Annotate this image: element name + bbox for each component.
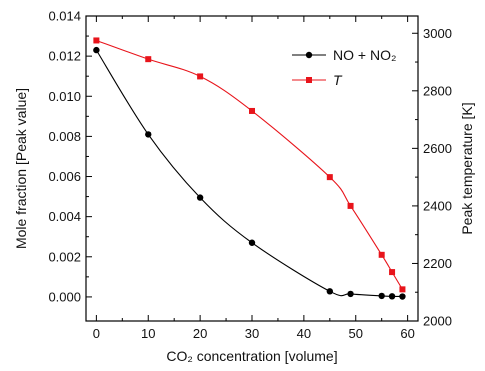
data-point-no-no2	[248, 239, 256, 246]
x-tick-label: 10	[141, 326, 155, 341]
y-left-tick-label: 0.010	[48, 89, 81, 104]
data-point-no-no2	[347, 290, 354, 298]
y-left-tick-label: 0.004	[48, 209, 81, 224]
data-point-no-no2	[196, 194, 204, 201]
data-point-no-no2	[399, 293, 406, 300]
legend-label: NO + NO₂	[333, 47, 396, 63]
data-point-t	[389, 269, 396, 276]
y-left-tick-label: 0.012	[48, 49, 81, 64]
data-point-no-no2	[326, 288, 334, 295]
data-point-no-no2	[93, 46, 100, 54]
y-right-tick-label: 3000	[423, 26, 452, 41]
data-point-t	[347, 202, 354, 209]
data-point-t	[145, 56, 152, 63]
data-point-t	[249, 107, 255, 114]
data-point-no-no2	[388, 293, 396, 300]
legend-marker-square	[306, 77, 312, 83]
y-left-tick-label: 0.002	[48, 249, 81, 264]
legend-label: T	[333, 72, 343, 88]
data-point-t	[378, 251, 385, 258]
legend-marker-circle	[305, 51, 313, 59]
y-right-tick-label: 2000	[423, 314, 452, 329]
data-point-t	[93, 37, 100, 44]
plot-frame	[85, 15, 419, 322]
x-tick-label: 30	[245, 326, 259, 341]
y-left-axis-title: Mole fraction [Peak value]	[13, 88, 29, 249]
x-axis-title: CO₂ concentration [volume]	[166, 348, 337, 364]
x-tick-label: 60	[400, 326, 414, 341]
x-tick-label: 50	[349, 326, 363, 341]
series-line-0	[95, 49, 403, 298]
x-tick-label: 40	[297, 326, 311, 341]
series-line-1	[96, 39, 403, 290]
data-point-no-no2	[378, 292, 385, 300]
tick-labels: 0 10 20 30 40 50 60 0.000 0.002 0.004 0.006 0.008 0.…	[48, 9, 451, 342]
y-right-axis-title: Peak temperature [K]	[459, 102, 475, 234]
data-point-t	[399, 286, 406, 293]
y-right-tick-label: 2400	[423, 198, 452, 213]
y-right-tick-label: 2600	[423, 141, 452, 156]
y-right-tick-label: 2200	[423, 256, 452, 271]
y-left-tick-label: 0.014	[48, 9, 81, 24]
y-left-tick-label: 0.008	[48, 129, 81, 144]
x-tick-label: 0	[93, 326, 100, 341]
data-point-no-no2	[145, 131, 152, 138]
series-markers	[93, 37, 406, 300]
legend: NO + NO₂ T	[292, 47, 396, 88]
data-point-t	[326, 174, 333, 181]
y-left-tick-label: 0.000	[48, 289, 81, 304]
series-curves	[95, 39, 403, 298]
y-right-tick-label: 2800	[423, 83, 452, 98]
data-point-t	[197, 73, 204, 80]
y-left-tick-label: 0.006	[48, 169, 81, 184]
x-tick-label: 20	[193, 326, 207, 341]
